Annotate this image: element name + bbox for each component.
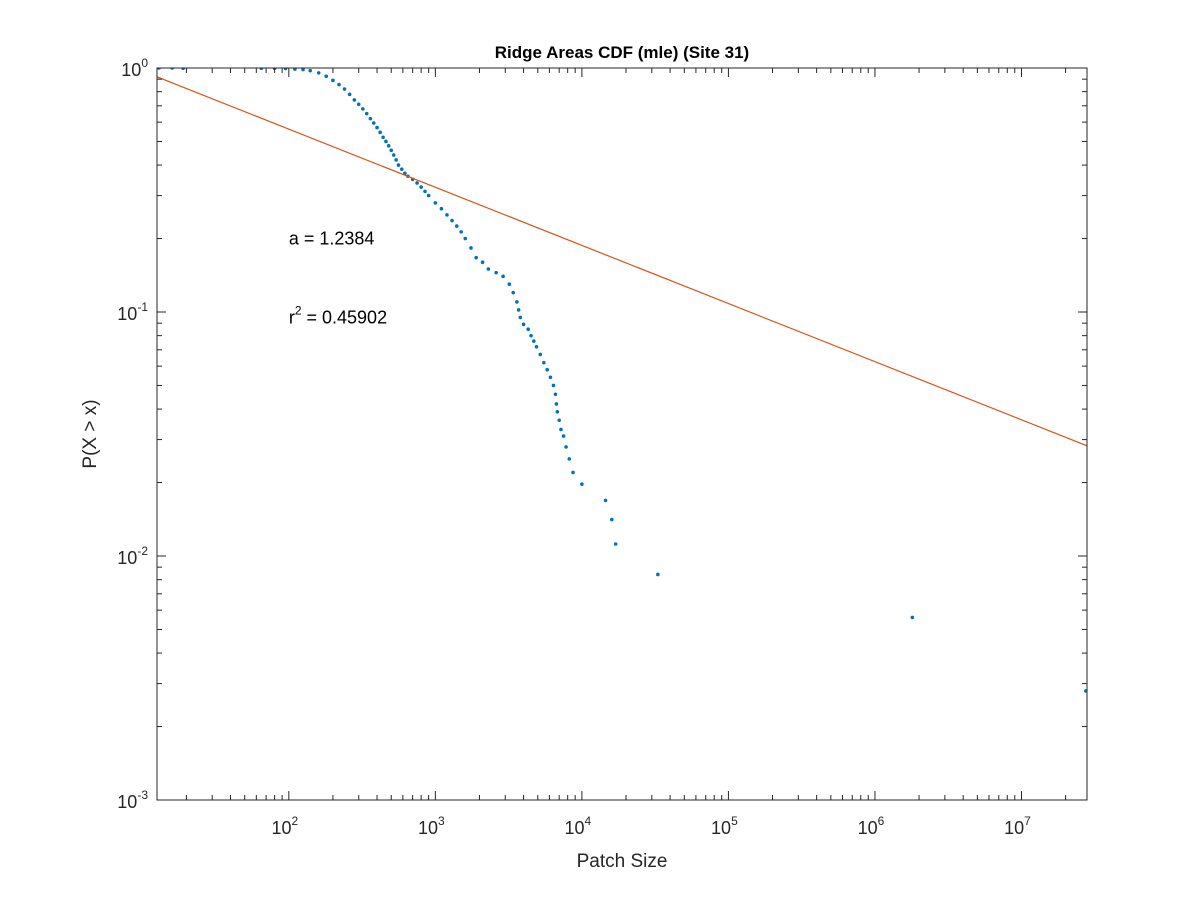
data-point bbox=[454, 224, 459, 228]
data-point bbox=[368, 116, 373, 121]
data-point bbox=[419, 185, 423, 189]
y-tick-label: 10-3 bbox=[117, 788, 148, 812]
data-point bbox=[433, 201, 438, 205]
series-layer bbox=[157, 68, 1087, 693]
data-point bbox=[389, 148, 394, 153]
data-point bbox=[259, 68, 264, 71]
annotation-text: r2 = 0.45902 bbox=[289, 303, 387, 327]
data-point bbox=[551, 383, 556, 388]
data-point bbox=[538, 352, 543, 357]
data-point bbox=[507, 282, 512, 286]
data-point bbox=[324, 74, 329, 79]
data-point bbox=[394, 158, 398, 162]
data-point bbox=[415, 181, 419, 185]
data-point bbox=[609, 517, 614, 522]
y-axis-label: P(X > x) bbox=[80, 399, 101, 468]
data-point bbox=[469, 246, 473, 250]
data-point bbox=[516, 308, 521, 312]
axes-box bbox=[156, 67, 1088, 801]
data-point bbox=[557, 418, 561, 423]
data-point bbox=[545, 367, 550, 372]
x-tick-label: 107 bbox=[1004, 814, 1031, 838]
data-point bbox=[391, 153, 396, 157]
data-point bbox=[301, 68, 305, 72]
data-point bbox=[283, 68, 288, 71]
data-point bbox=[384, 139, 388, 144]
data-point bbox=[399, 167, 404, 171]
data-point bbox=[511, 290, 516, 295]
data-point bbox=[603, 498, 608, 503]
data-point bbox=[567, 457, 572, 461]
annotation-layer: a = 1.2384 r2 = 0.45902 bbox=[289, 229, 387, 328]
data-point bbox=[356, 102, 361, 107]
data-point bbox=[580, 482, 584, 486]
plot-area bbox=[157, 68, 1087, 800]
annotation-text: a = 1.2384 bbox=[289, 229, 375, 249]
data-point bbox=[518, 315, 523, 320]
data-point bbox=[559, 427, 563, 432]
data-point bbox=[521, 322, 526, 327]
axes-layer: 102 103 104 105 106 107 10-3 10-2 10-1 100 bbox=[117, 56, 1088, 838]
data-point bbox=[375, 125, 379, 130]
data-point bbox=[342, 87, 347, 91]
data-point bbox=[486, 267, 491, 271]
x-axis-label: Patch Size bbox=[577, 851, 668, 872]
data-point bbox=[439, 206, 444, 211]
data-point bbox=[526, 327, 530, 332]
data-point bbox=[1084, 689, 1087, 693]
data-point bbox=[534, 345, 539, 349]
data-point bbox=[316, 71, 321, 75]
data-point bbox=[331, 78, 335, 83]
data-point bbox=[501, 274, 505, 279]
data-point bbox=[613, 542, 618, 546]
data-point bbox=[548, 375, 553, 380]
x-tick-label: 102 bbox=[271, 814, 298, 838]
x-tick-label: 106 bbox=[858, 814, 885, 838]
data-point bbox=[347, 92, 352, 97]
data-point bbox=[396, 163, 401, 167]
data-point bbox=[561, 434, 566, 438]
data-point bbox=[532, 339, 536, 343]
data-point bbox=[337, 82, 341, 87]
data-point bbox=[494, 270, 498, 275]
x-tick-label: 105 bbox=[711, 814, 738, 838]
data-point bbox=[564, 445, 568, 449]
data-point bbox=[423, 189, 427, 194]
data-point bbox=[378, 130, 382, 135]
data-point bbox=[361, 107, 365, 111]
data-point bbox=[910, 615, 915, 620]
data-point bbox=[571, 470, 575, 475]
data-point bbox=[529, 333, 533, 338]
data-point bbox=[381, 135, 385, 140]
data-point bbox=[515, 300, 519, 304]
data-point bbox=[555, 409, 560, 414]
data-point bbox=[553, 392, 558, 397]
data-point bbox=[364, 111, 369, 116]
data-point bbox=[450, 218, 454, 223]
data-point bbox=[463, 236, 468, 241]
data-point bbox=[480, 260, 485, 264]
data-point bbox=[474, 255, 479, 260]
chart-title: Ridge Areas CDF (mle) (Site 31) bbox=[495, 43, 749, 62]
data-point bbox=[542, 360, 546, 365]
data-point bbox=[371, 121, 376, 125]
fit-line bbox=[157, 76, 1087, 447]
data-point bbox=[386, 143, 391, 148]
data-point bbox=[181, 68, 185, 71]
y-tick-label: 100 bbox=[121, 56, 148, 80]
data-point bbox=[445, 213, 449, 217]
data-point bbox=[459, 230, 463, 234]
y-tick-label: 10-1 bbox=[117, 300, 148, 324]
y-tick-label: 10-2 bbox=[117, 544, 148, 568]
x-tick-label: 103 bbox=[418, 814, 445, 838]
x-tick-label: 104 bbox=[565, 814, 592, 838]
data-point bbox=[426, 193, 431, 198]
data-point bbox=[656, 572, 660, 577]
data-point bbox=[352, 98, 357, 102]
data-point bbox=[308, 68, 313, 73]
data-point bbox=[554, 402, 559, 406]
data-point bbox=[293, 68, 297, 71]
